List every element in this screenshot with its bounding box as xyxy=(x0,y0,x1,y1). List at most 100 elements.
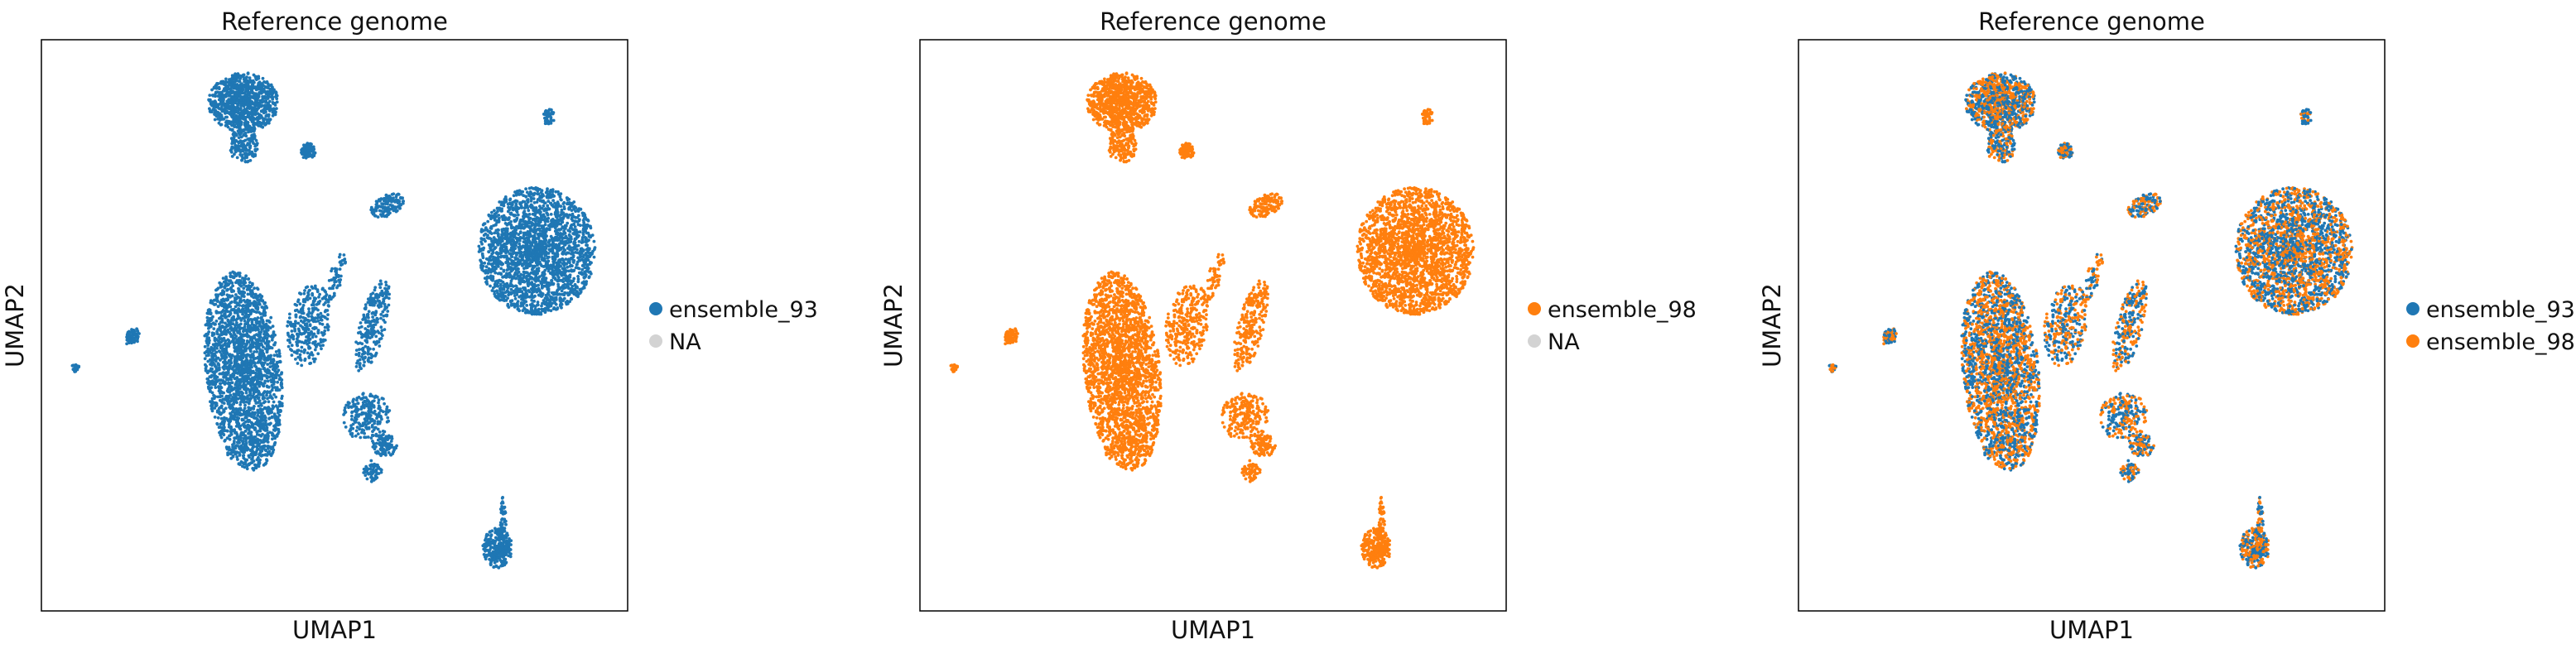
scatter-point xyxy=(371,315,374,319)
scatter-point xyxy=(253,427,258,431)
scatter-point xyxy=(248,343,253,347)
scatter-point xyxy=(566,221,570,225)
scatter-point xyxy=(358,413,361,416)
scatter-point xyxy=(265,332,269,335)
scatter-point xyxy=(222,433,226,437)
scatter-point xyxy=(250,353,254,356)
scatter-point xyxy=(521,309,525,313)
scatter-point xyxy=(258,382,262,386)
scatter-point xyxy=(301,327,306,331)
scatter-point xyxy=(252,390,256,394)
scatter-point xyxy=(379,468,383,472)
scatter-point xyxy=(515,224,518,228)
scatter-point xyxy=(378,430,382,434)
scatter-point xyxy=(365,477,369,481)
scatter-point xyxy=(258,312,262,315)
scatter-point xyxy=(510,255,514,258)
scatter-point xyxy=(286,320,290,324)
scatter-point xyxy=(240,392,244,397)
scatter-point xyxy=(516,213,520,217)
scatter-point xyxy=(524,300,528,304)
scatter-point xyxy=(549,213,553,216)
scatter-point xyxy=(231,375,235,378)
scatter-point xyxy=(234,359,238,363)
scatter-point xyxy=(367,359,371,363)
scatter-point xyxy=(224,315,228,320)
scatter-point xyxy=(268,452,272,456)
scatter-point xyxy=(223,373,227,377)
scatter-point xyxy=(589,224,592,228)
scatter-point xyxy=(289,322,293,325)
scatter-point xyxy=(258,332,262,336)
scatter-point xyxy=(286,344,291,349)
scatter-point xyxy=(486,262,490,266)
scatter-point xyxy=(367,356,371,360)
scatter-point xyxy=(216,395,220,399)
scatter-point xyxy=(370,311,374,315)
scatter-point xyxy=(276,380,279,384)
scatter-point xyxy=(374,463,378,467)
scatter-point xyxy=(247,400,251,404)
scatter-point xyxy=(257,396,261,400)
scatter-point xyxy=(276,432,280,435)
scatter-point xyxy=(384,283,388,287)
scatter-point xyxy=(268,362,272,365)
scatter-point xyxy=(219,412,223,416)
scatter-point xyxy=(512,242,516,245)
scatter-point xyxy=(243,324,247,329)
scatter-point xyxy=(233,333,237,337)
scatter-point xyxy=(521,190,525,194)
scatter-point xyxy=(242,425,246,428)
scatter-point xyxy=(381,452,385,456)
scatter-point xyxy=(361,353,364,356)
scatter-point xyxy=(487,213,491,217)
scatter-point xyxy=(365,313,369,317)
scatter-point xyxy=(272,358,276,362)
scatter-point xyxy=(269,421,272,425)
scatter-point xyxy=(380,289,384,293)
scatter-point xyxy=(212,327,216,330)
scatter-point xyxy=(209,389,212,392)
scatter-point xyxy=(219,378,223,382)
scatter-point xyxy=(241,433,244,437)
scatter-point xyxy=(310,351,314,354)
scatter-point xyxy=(308,323,312,326)
scatter-point xyxy=(522,262,526,266)
scatter-point xyxy=(313,357,317,361)
scatter-point xyxy=(205,377,209,381)
scatter-point xyxy=(374,334,378,339)
scatter-point xyxy=(357,368,361,373)
scatter-point xyxy=(260,343,264,347)
scatter-point xyxy=(342,421,346,425)
scatter-point xyxy=(236,423,239,426)
scatter-point xyxy=(515,253,518,257)
scatter-point xyxy=(481,254,484,257)
scatter-point xyxy=(357,421,361,425)
scatter-point xyxy=(277,404,282,408)
scatter-point xyxy=(232,387,236,391)
scatter-point xyxy=(359,341,362,345)
scatter-point xyxy=(209,367,213,371)
scatter-point xyxy=(241,418,245,422)
scatter-point xyxy=(264,336,268,340)
scatter-point xyxy=(209,324,213,329)
scatter-point xyxy=(258,348,262,352)
scatter-point xyxy=(228,382,231,387)
scatter-point xyxy=(573,241,577,244)
scatter-point xyxy=(554,235,557,239)
scatter-point xyxy=(526,198,529,202)
scatter-point xyxy=(303,349,307,353)
scatter-point xyxy=(234,293,238,296)
scatter-point xyxy=(373,288,377,292)
scatter-point xyxy=(203,344,207,349)
scatter-point xyxy=(270,334,274,338)
scatter-point xyxy=(314,334,318,339)
scatter-point xyxy=(277,349,281,353)
scatter-point xyxy=(389,440,393,443)
scatter-point xyxy=(290,353,294,357)
scatter-point xyxy=(268,326,272,329)
scatter-point xyxy=(255,341,258,344)
scatter-point xyxy=(277,377,282,382)
scatter-point xyxy=(203,357,207,361)
scatter-point xyxy=(218,316,221,320)
